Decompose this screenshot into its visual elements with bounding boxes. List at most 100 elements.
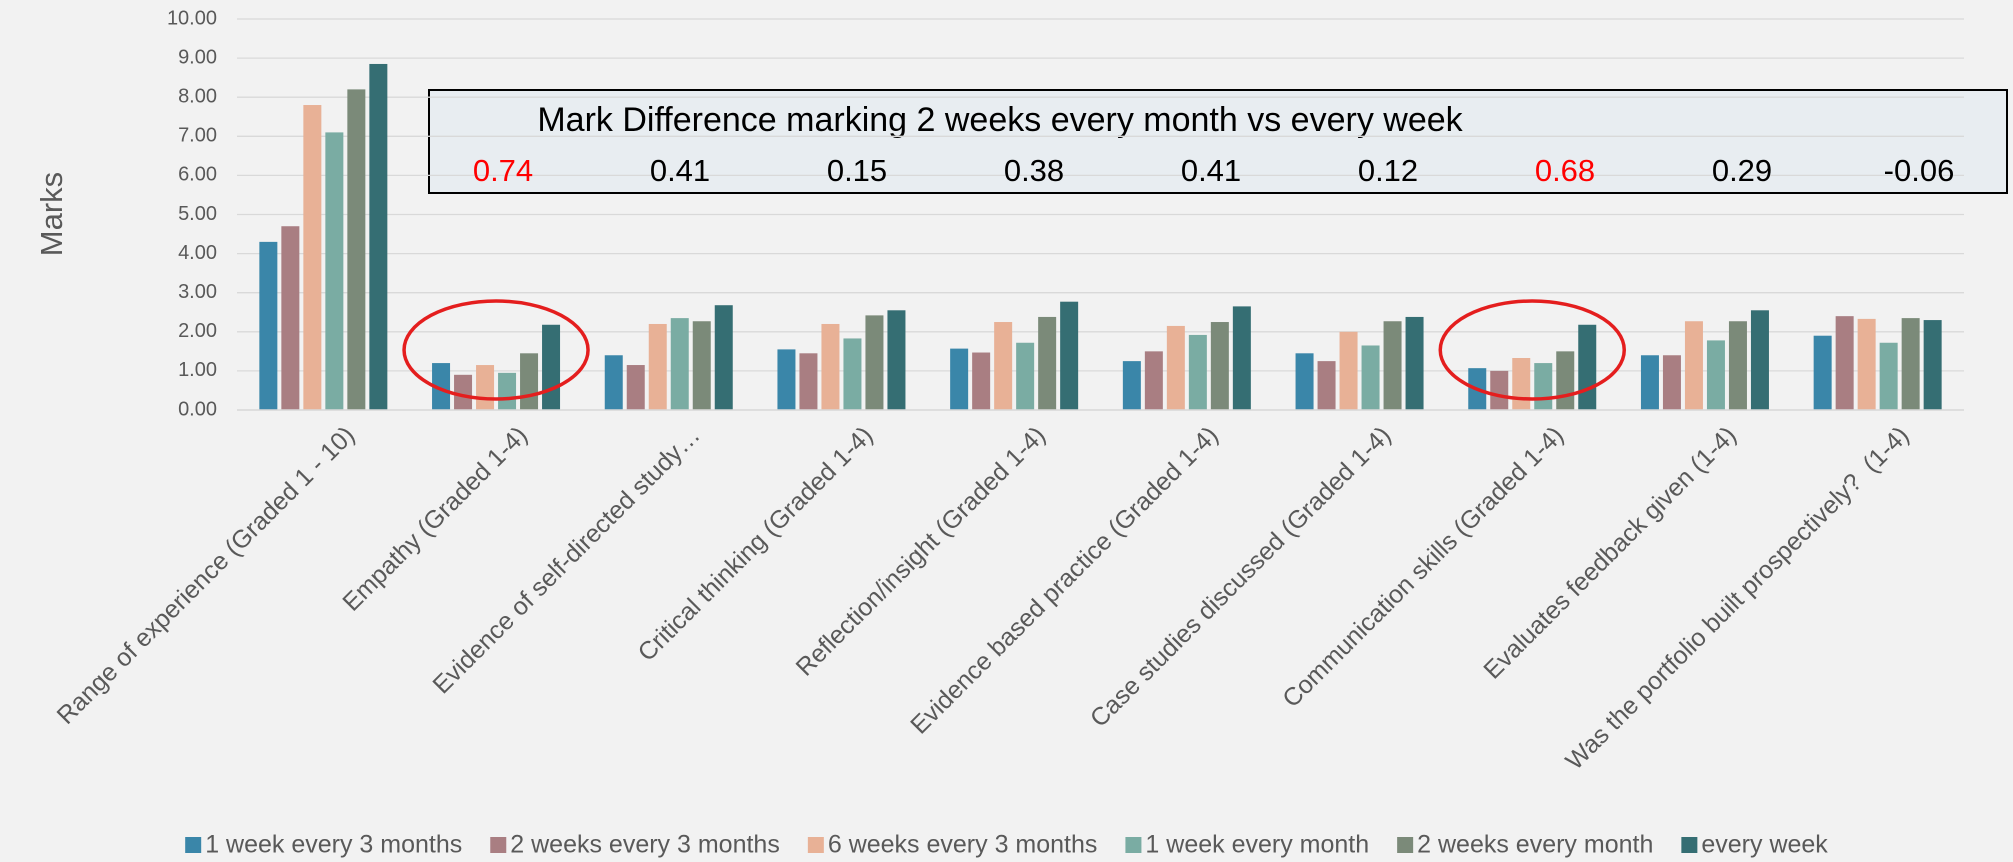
- legend-swatch: [490, 837, 507, 853]
- bar: [432, 363, 451, 410]
- bar: [1512, 357, 1531, 410]
- legend-label: 2 weeks every month: [1417, 831, 1653, 859]
- bar: [1750, 310, 1769, 410]
- legend-label: 2 weeks every 3 months: [510, 831, 780, 859]
- bar: [498, 372, 517, 410]
- bar: [1188, 334, 1207, 410]
- legend-swatch: [185, 837, 202, 853]
- bar: [799, 353, 818, 410]
- bar: [1016, 342, 1035, 410]
- bar: [865, 315, 884, 410]
- x-tick-label: Evidence of self-directed study…: [427, 421, 705, 699]
- annotation-value: 0.41: [650, 153, 710, 188]
- x-tick-label: Was the portfolio built prospectively? (…: [1560, 421, 1914, 775]
- bar: [1122, 361, 1141, 410]
- bar: [1038, 316, 1057, 410]
- bar: [1383, 321, 1402, 410]
- annotation-value: 0.41: [1181, 153, 1241, 188]
- legend-label: 1 week every 3 months: [205, 831, 462, 859]
- y-tick-label: 4.00: [178, 242, 217, 264]
- bar: [1684, 321, 1703, 410]
- bar: [648, 323, 667, 410]
- bar: [1901, 318, 1920, 410]
- x-tick-label: Case studies discussed (Graded 1-4): [1085, 421, 1397, 733]
- bar: [1317, 361, 1336, 410]
- bar: [994, 322, 1013, 410]
- x-tick-label: Communication skills (Graded 1-4): [1277, 421, 1569, 713]
- bar: [281, 226, 300, 410]
- bar: [1295, 353, 1314, 410]
- bar: [542, 324, 561, 410]
- bar: [347, 89, 366, 410]
- x-tick-label: Evidence based practice (Graded 1-4): [905, 421, 1224, 740]
- annotation-value: 0.38: [1004, 153, 1064, 188]
- bar: [1490, 370, 1509, 410]
- y-tick-label: 6.00: [178, 164, 217, 186]
- bar: [843, 338, 862, 410]
- bar: [1879, 342, 1898, 410]
- legend-label: 1 week every month: [1145, 831, 1369, 859]
- y-tick-label: 0.00: [178, 398, 217, 420]
- bar: [1857, 318, 1876, 410]
- bar: [777, 349, 796, 410]
- bar: [1144, 351, 1163, 410]
- highlight-ellipse: [402, 299, 590, 401]
- annotation-title: Mark Difference marking 2 weeks every mo…: [537, 101, 1463, 139]
- annotation-value: 0.29: [1712, 153, 1772, 188]
- annotation-value: 0.15: [827, 153, 887, 188]
- legend-swatch: [1397, 837, 1414, 853]
- bar: [1405, 316, 1424, 410]
- bar: [1232, 306, 1251, 410]
- bar: [1361, 345, 1380, 410]
- x-tick-label: Empathy (Graded 1-4): [337, 421, 533, 617]
- bar: [1706, 340, 1725, 410]
- bar: [520, 353, 539, 410]
- legend-swatch: [1681, 837, 1698, 853]
- bar: [1835, 316, 1854, 410]
- y-tick-label: 1.00: [178, 359, 217, 381]
- bar: [821, 323, 840, 410]
- bar: [1578, 324, 1597, 410]
- y-axis-label: Marks: [34, 172, 69, 256]
- y-tick-label: 10.00: [167, 7, 217, 29]
- annotation-value: 0.68: [1535, 153, 1595, 188]
- y-tick-label: 9.00: [178, 46, 217, 68]
- annotation-value: 0.74: [473, 153, 533, 188]
- annotation-value: 0.12: [1358, 153, 1418, 188]
- bar: [670, 318, 689, 410]
- bar: [1640, 355, 1659, 410]
- bar: [1923, 320, 1942, 410]
- bar: [1662, 355, 1681, 410]
- bar: [626, 365, 645, 410]
- y-tick-label: 3.00: [178, 281, 217, 303]
- bar: [325, 132, 344, 410]
- bar: [1210, 322, 1229, 410]
- bar: [950, 348, 969, 410]
- bar: [476, 365, 495, 410]
- bar: [259, 241, 278, 410]
- y-tick-label: 2.00: [178, 320, 217, 342]
- annotation-value: -0.06: [1884, 153, 1955, 188]
- bar: [887, 310, 906, 410]
- bar: [692, 321, 711, 410]
- bar: [454, 374, 473, 410]
- bar: [1556, 351, 1575, 410]
- y-tick-label: 7.00: [178, 125, 217, 147]
- highlight-ellipse: [1438, 299, 1626, 401]
- legend-label: 6 weeks every 3 months: [828, 831, 1098, 859]
- bar: [1339, 331, 1358, 410]
- bar: [1534, 363, 1553, 410]
- legend-swatch: [1125, 837, 1142, 853]
- bar: [1166, 325, 1185, 410]
- legend-label: every week: [1701, 831, 1828, 859]
- y-tick-label: 8.00: [178, 85, 217, 107]
- legend-swatch: [807, 837, 824, 853]
- x-tick-label: Range of experience (Graded 1 - 10): [52, 421, 361, 730]
- bar: [1060, 301, 1079, 410]
- bar: [604, 355, 623, 410]
- y-tick-label: 5.00: [178, 203, 217, 225]
- bar: [303, 105, 322, 411]
- bar: [369, 63, 388, 411]
